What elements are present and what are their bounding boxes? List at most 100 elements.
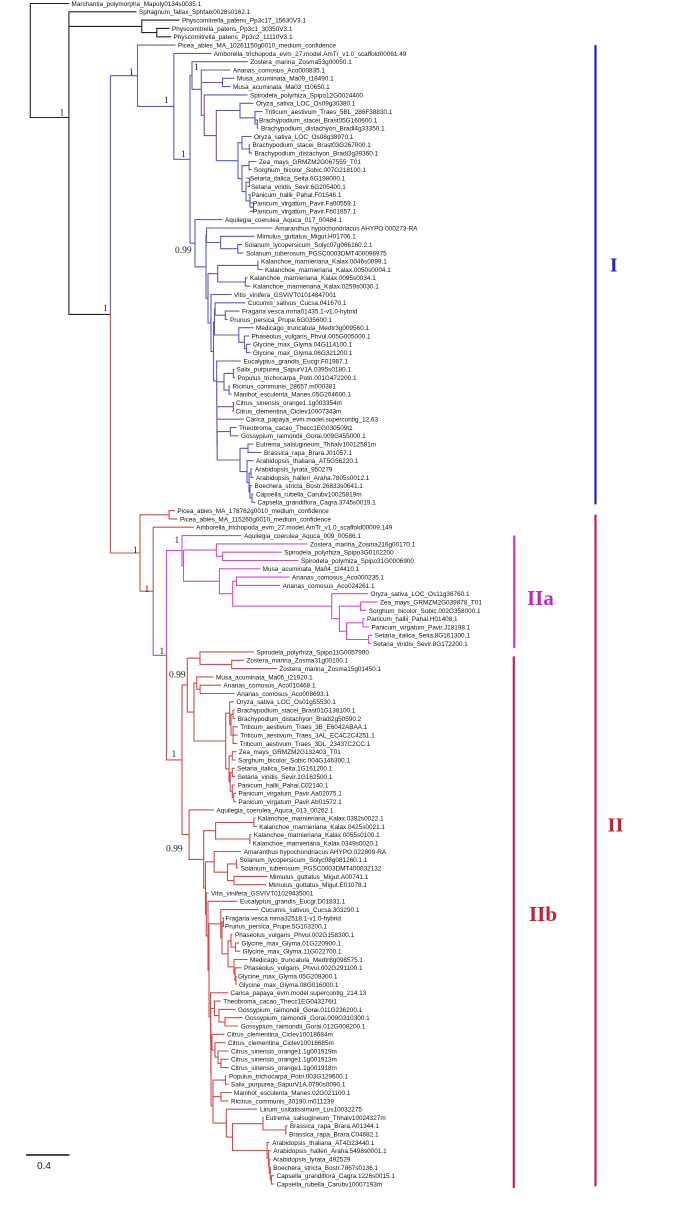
svg-text:Setaria_italica_Seita.8G161300: Setaria_italica_Seita.8G161300.1: [375, 633, 471, 640]
svg-text:Setaria_viridis_Sevir.8G172200: Setaria_viridis_Sevir.8G172200.1: [373, 641, 468, 648]
svg-text:Medicago_truncatula_Medtr3g009: Medicago_truncatula_Medtr3g009560.1: [256, 325, 369, 332]
svg-text:Ananas_comosus_Aco000235.1: Ananas_comosus_Aco000235.1: [292, 575, 384, 582]
svg-text:Glycine_max_Glyma.01G220900.1: Glycine_max_Glyma.01G220900.1: [242, 940, 342, 947]
svg-text:Musa_acuminata_Ma09_t18490.1: Musa_acuminata_Ma09_t18490.1: [237, 76, 334, 83]
svg-text:Zea_mays_GRMZM2G132403_T01: Zea_mays_GRMZM2G132403_T01: [239, 749, 341, 756]
svg-text:Panicum_virgatum_Pavir.Aa02075: Panicum_virgatum_Pavir.Aa02075.1: [238, 791, 342, 798]
svg-text:1: 1: [103, 304, 108, 314]
svg-text:Aquilegia_coerulea_Aquca_013_0: Aquilegia_coerulea_Aquca_013_00262.1: [217, 807, 334, 814]
svg-text:Brachypodium_stacei_Brast03G26: Brachypodium_stacei_Brast03G267000.1: [253, 142, 372, 149]
svg-text:Ananas_comosus_Aco024261.1: Ananas_comosus_Aco024261.1: [283, 583, 375, 590]
svg-text:Sorghum_bicolor_Sobic.007G2181: Sorghum_bicolor_Sobic.007G218100.1: [254, 167, 366, 174]
svg-text:Oryza_sativa_LOC_Os09g30380.1: Oryza_sativa_LOC_Os09g30380.1: [256, 101, 356, 108]
svg-text:Amborella_trichopoda_evm_27.mo: Amborella_trichopoda_evm_27.model.AmTr_v…: [196, 525, 393, 532]
svg-text:1: 1: [172, 750, 177, 760]
svg-text:Brachypodium_stacei_Brast05G16: Brachypodium_stacei_Brast05G160600.1: [259, 117, 378, 124]
svg-text:Oryza_sativa_LOC_Os01g55530.1: Oryza_sativa_LOC_Os01g55530.1: [236, 699, 336, 706]
svg-text:Triticum_aestivum_Traes_3B_E60: Triticum_aestivum_Traes_3B_E6042ABAA.1: [240, 724, 367, 731]
svg-text:Brachypodium_distachyon_Bradi4: Brachypodium_distachyon_Bradi4g33350.1: [261, 126, 385, 133]
svg-text:Glycine_max_Glyma.06G321200.1: Glycine_max_Glyma.06G321200.1: [253, 350, 353, 357]
svg-text:Citrus_clementina_Ciclev100186: Citrus_clementina_Ciclev10018685m: [228, 1040, 334, 1047]
svg-text:Kalanchoe_marnieriana_Kalax.00: Kalanchoe_marnieriana_Kalax.0095s0034.1: [250, 275, 376, 282]
svg-text:Arabidopsis_lyrata_950279: Arabidopsis_lyrata_950279: [255, 466, 333, 473]
svg-text:Prunus_persica_Prupe.6G035600.: Prunus_persica_Prupe.6G035600.1: [230, 317, 332, 324]
svg-text:Arabidopsis_thaliana_AT5G56220: Arabidopsis_thaliana_AT5G56220.1: [256, 458, 359, 465]
svg-text:Gossypium_raimondii_Gorai.009G: Gossypium_raimondii_Gorai.009G310300.1: [245, 1015, 370, 1022]
svg-text:Carica_papaya_evm.model.superc: Carica_papaya_evm.model.supercontig_214.…: [231, 990, 367, 997]
svg-text:I: I: [610, 256, 618, 277]
svg-text:Aquilegia_coerulea_Aquca_017_0: Aquilegia_coerulea_Aquca_017_00484.1: [225, 217, 342, 224]
svg-text:Vitis_vinifera_GSVIVT010294350: Vitis_vinifera_GSVIVT01029435001: [211, 890, 314, 897]
svg-text:Eutrema_salsugineum_Thhalv1001: Eutrema_salsugineum_Thhalv10012581m: [256, 442, 376, 449]
svg-text:Solanum_lycopersicum_Solyc08g0: Solanum_lycopersicum_Solyc08g081260.1.1: [240, 857, 368, 864]
svg-text:Zostera_marina_Zosma53g00050.1: Zostera_marina_Zosma53g00050.1: [250, 59, 352, 66]
svg-text:Triticum_aestivum_Traes_5BL_28: Triticum_aestivum_Traes_5BL_286F38830.1: [265, 109, 393, 116]
svg-text:Glycine_max_Glyma.05G209300.1: Glycine_max_Glyma.05G209300.1: [238, 974, 338, 981]
svg-text:II: II: [608, 815, 624, 837]
svg-text:Kalanchoe_marnieriana_Kalax.00: Kalanchoe_marnieriana_Kalax.0050s0004.1: [265, 267, 391, 274]
svg-text:Picea_abies_MA_115260g0010_med: Picea_abies_MA_115260g0010_medium_confid…: [180, 516, 331, 523]
svg-text:Setaria_italica_Seita.1G161200: Setaria_italica_Seita.1G161200.1: [237, 766, 333, 773]
svg-text:Eucalyptus_grandis_Eucgr.F0198: Eucalyptus_grandis_Eucgr.F01987.1: [244, 358, 349, 365]
svg-text:Kalanchoe_marnieriana_Kalax.02: Kalanchoe_marnieriana_Kalax.0259s0030.1: [253, 284, 379, 291]
svg-text:Spirodela_polyrhiza_Spipo3G010: Spirodela_polyrhiza_Spipo3G0102200: [284, 550, 394, 557]
svg-text:Ananas_comosus_Aco010468.1: Ananas_comosus_Aco010468.1: [224, 683, 316, 690]
svg-text:Panicum_virgatum_Pavir.Ab01572: Panicum_virgatum_Pavir.Ab01572.1: [238, 799, 342, 806]
svg-text:Sphagnum_fallax_Sphfalx0028s01: Sphagnum_fallax_Sphfalx0028s0162.1: [139, 9, 251, 16]
svg-text:Citrus_sinensis_orange1.1g0019: Citrus_sinensis_orange1.1g001919m: [231, 1048, 337, 1055]
svg-text:Amaranthus hypochondriacus AHY: Amaranthus hypochondriacus AHYPO 000273-…: [275, 225, 418, 232]
svg-text:Triticum_aestivum_Traes_3AL_EC: Triticum_aestivum_Traes_3AL_EC4C2C4251.1: [240, 733, 375, 740]
svg-text:Sorghum_bicolor_Sobic.002G3580: Sorghum_bicolor_Sobic.002G358000.1: [369, 608, 481, 615]
svg-text:IIa: IIa: [527, 586, 554, 610]
svg-text:1: 1: [60, 109, 65, 119]
svg-text:Kalanchoe_marnieriana_Kalax.04: Kalanchoe_marnieriana_Kalax.0425s0021.1: [259, 824, 385, 831]
svg-text:Phaseolus_vulgaris_Phvul.002G2: Phaseolus_vulgaris_Phvul.002G291100.1: [244, 965, 363, 972]
svg-text:0.4: 0.4: [37, 1161, 51, 1172]
svg-text:Kalanchoe_marnieriana_Kalax.00: Kalanchoe_marnieriana_Kalax.0046s0099.1: [261, 259, 387, 266]
svg-text:0.99: 0.99: [169, 671, 186, 681]
svg-text:Ricinus_communis_28657.m000381: Ricinus_communis_28657.m000381: [233, 383, 337, 390]
svg-text:Eutrema_salsugineum_Thhalv1002: Eutrema_salsugineum_Thhalv10024327m: [266, 1115, 386, 1122]
svg-text:Zea_mays_GRMZM2G039878_T01: Zea_mays_GRMZM2G039878_T01: [380, 600, 482, 607]
svg-text:Medicago_truncatula_Medtr8g098: Medicago_truncatula_Medtr8g098575.1: [250, 957, 363, 964]
svg-text:Gossypium_raimondii_Gorai.011G: Gossypium_raimondii_Gorai.011G236200.1: [238, 1007, 363, 1014]
svg-text:Populus_trichocarpa_Potri.001G: Populus_trichocarpa_Potri.001G472200.1: [238, 375, 357, 382]
svg-text:Musa_acuminata_Ma05_t21920.1: Musa_acuminata_Ma05_t21920.1: [216, 674, 313, 681]
svg-text:0.99: 0.99: [175, 246, 192, 256]
svg-text:Brachypodium_distachyon_Bradi2: Brachypodium_distachyon_Bradi2g50590.2: [238, 716, 362, 723]
svg-text:Cucumis_sativus_Cucsa.303290.1: Cucumis_sativus_Cucsa.303290.1: [261, 907, 360, 914]
svg-text:Kalanchoe_marnieriana_Kalax.00: Kalanchoe_marnieriana_Kalax.0055s0100.1: [254, 832, 380, 839]
svg-text:Zostera_marina_Zosma216g00170.: Zostera_marina_Zosma216g00170.1: [310, 541, 416, 548]
svg-text:Setaria_viridis_Sevir.1G162500: Setaria_viridis_Sevir.1G162500.1: [238, 774, 333, 781]
svg-text:Panicum_hallii_Pahal.H01408.1: Panicum_hallii_Pahal.H01408.1: [367, 616, 458, 623]
svg-text:Citrus_sinensis_orange1.1g0033: Citrus_sinensis_orange1.1g003354m: [236, 400, 342, 407]
svg-text:Gossypium_raimondii_Gorai.009G: Gossypium_raimondii_Gorai.009G455000.1: [241, 433, 366, 440]
svg-text:Panicum_virgatum_Pavir.Fb01857: Panicum_virgatum_Pavir.Fb01857.1: [253, 209, 356, 216]
svg-text:Boechera_stricta_Bostr.26833s0: Boechera_stricta_Bostr.26833s0641.1: [255, 483, 364, 490]
svg-text:Brassica_rapa_Brara.A01344.1: Brassica_rapa_Brara.A01344.1: [290, 1123, 380, 1130]
svg-text:Brachypodium_stacei_Brast01G13: Brachypodium_stacei_Brast01G138100.1: [237, 708, 356, 715]
svg-text:Arabidopsis_halleri_Araha.5498: Arabidopsis_halleri_Araha.5498s0001.1: [273, 1148, 387, 1155]
svg-text:Salix_purpurea_SapurV1A.0790s0: Salix_purpurea_SapurV1A.0790s0090.1: [231, 1082, 346, 1089]
svg-text:Capsella_grandiflora_Cagra.374: Capsella_grandiflora_Cagra.3745s0019.1: [258, 500, 377, 507]
svg-text:Setaria_viridis_Sevir.6G205400: Setaria_viridis_Sevir.6G205400.1: [251, 184, 346, 191]
svg-text:1: 1: [160, 647, 165, 657]
svg-text:Manihot_esculenta_Manes.02G021: Manihot_esculenta_Manes.02G021100.1: [234, 1090, 351, 1097]
svg-text:Physcomitrella_patens_Pp3c17_1: Physcomitrella_patens_Pp3c17_15630V3.1: [182, 18, 306, 25]
svg-text:1: 1: [181, 150, 186, 160]
svg-text:Musa_acuminata_Ma04_t24410.1: Musa_acuminata_Ma04_t24410.1: [263, 566, 360, 573]
svg-text:Spirodela_polyrhiza_Spipo31G00: Spirodela_polyrhiza_Spipo31G0006900: [301, 558, 414, 565]
svg-text:1: 1: [145, 585, 150, 595]
svg-text:Citrus_sinensis_orange1.1g0019: Citrus_sinensis_orange1.1g001918m: [231, 1065, 337, 1072]
svg-text:Zostera_marina_Zosma15g01450.1: Zostera_marina_Zosma15g01450.1: [279, 666, 381, 673]
svg-text:Citrus_clementina_Ciclev100186: Citrus_clementina_Ciclev10018684m: [227, 1032, 333, 1039]
svg-text:1: 1: [194, 63, 199, 73]
svg-text:Amborella_trichopoda_evm_27.mo: Amborella_trichopoda_evm_27.model.AmTr_v…: [214, 51, 407, 58]
svg-text:Solanum_tuberosum_PGSC0003DMT4: Solanum_tuberosum_PGSC0003DMT400096975: [246, 250, 387, 257]
svg-text:Glycine_max_Glyma.11G022700.1: Glycine_max_Glyma.11G022700.1: [243, 949, 342, 956]
svg-text:Musa_acuminata_Ma03_t10650.1: Musa_acuminata_Ma03_t10650.1: [233, 84, 330, 91]
svg-text:Panicum_virgatum_Pavir.J18198.: Panicum_virgatum_Pavir.J18198.1: [372, 624, 471, 631]
svg-text:Cucumis_sativus_Cucsa.041670.1: Cucumis_sativus_Cucsa.041670.1: [248, 300, 347, 307]
svg-text:Capsella_rubella_Carubv1002581: Capsella_rubella_Carubv10025819m: [256, 491, 362, 498]
svg-text:1: 1: [164, 96, 169, 106]
